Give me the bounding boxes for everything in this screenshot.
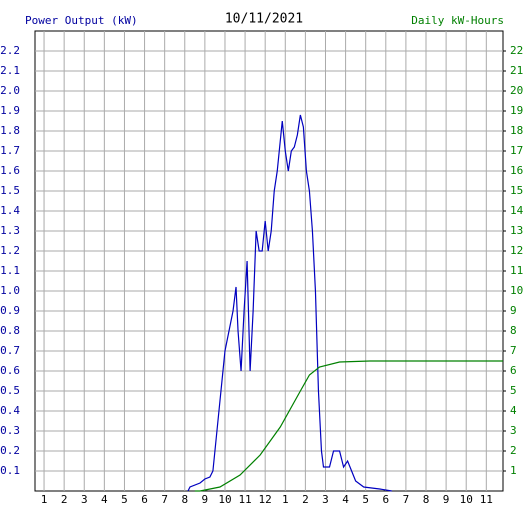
- y2-tick-label: 3: [510, 424, 517, 437]
- y2-tick-label: 5: [510, 384, 517, 397]
- y-tick-label: 1.0: [0, 284, 20, 297]
- y-tick-label: 1.2: [0, 244, 20, 257]
- y2-tick-label: 18: [510, 124, 523, 137]
- y2-tick-label: 15: [510, 184, 523, 197]
- y-tick-label: 2.0: [0, 84, 20, 97]
- y-tick-label: 0.8: [0, 324, 20, 337]
- y-tick-label: 0.4: [0, 404, 20, 417]
- chart-title: 10/11/2021: [225, 12, 303, 27]
- y-tick-label: 1.1: [0, 264, 20, 277]
- x-tick-label: 8: [181, 493, 188, 506]
- y2-axis-label: Daily kW-Hours: [411, 14, 504, 27]
- y-axis-label: Power Output (kW): [25, 14, 138, 27]
- y-tick-label: 0.9: [0, 304, 20, 317]
- x-tick-label: 9: [202, 493, 209, 506]
- x-tick-label: 6: [382, 493, 389, 506]
- y-tick-label: 1.6: [0, 164, 20, 177]
- plot-frame: [34, 30, 504, 492]
- x-tick-label: 11: [238, 493, 251, 506]
- y-tick-label: 0.7: [0, 344, 20, 357]
- y-tick-label: 1.8: [0, 124, 20, 137]
- y2-tick-label: 22: [510, 44, 523, 57]
- x-tick-label: 12: [259, 493, 272, 506]
- y2-tick-label: 19: [510, 104, 523, 117]
- x-tick-label: 1: [41, 493, 48, 506]
- x-tick-label: 1: [282, 493, 289, 506]
- y-tick-label: 0.3: [0, 424, 20, 437]
- x-tick-label: 2: [302, 493, 309, 506]
- y2-tick-label: 20: [510, 84, 523, 97]
- y2-tick-label: 16: [510, 164, 523, 177]
- x-tick-label: 4: [101, 493, 108, 506]
- y2-tick-label: 13: [510, 224, 523, 237]
- y2-tick-label: 14: [510, 204, 524, 217]
- series-line: [194, 360, 503, 492]
- x-tick-label: 8: [423, 493, 430, 506]
- y-tick-label: 2.1: [0, 64, 20, 77]
- x-tick-label: 2: [61, 493, 68, 506]
- y2-tick-label: 12: [510, 244, 523, 257]
- x-tick-label: 10: [460, 493, 473, 506]
- x-tick-label: 9: [443, 493, 450, 506]
- x-tick-label: 5: [121, 493, 128, 506]
- y-tick-label: 0.6: [0, 364, 20, 377]
- x-tick-label: 11: [480, 493, 493, 506]
- y-tick-label: 1.4: [0, 204, 20, 217]
- y2-tick-label: 8: [510, 324, 517, 337]
- y-tick-label: 1.5: [0, 184, 20, 197]
- x-tick-label: 3: [322, 493, 329, 506]
- series-line: [187, 114, 392, 492]
- x-tick-label: 7: [161, 493, 168, 506]
- y-tick-label: 1.9: [0, 104, 20, 117]
- y2-tick-label: 11: [510, 264, 523, 277]
- y2-tick-label: 4: [510, 404, 517, 417]
- x-tick-label: 10: [218, 493, 231, 506]
- y2-tick-label: 7: [510, 344, 517, 357]
- y-tick-label: 1.3: [0, 224, 20, 237]
- y2-tick-label: 1: [510, 464, 517, 477]
- x-tick-label: 6: [141, 493, 148, 506]
- y2-tick-label: 2: [510, 444, 517, 457]
- x-tick-label: 3: [81, 493, 88, 506]
- x-tick-label: 4: [342, 493, 349, 506]
- x-tick-label: 5: [362, 493, 369, 506]
- y-tick-label: 0.1: [0, 464, 20, 477]
- x-tick-label: 7: [403, 493, 410, 506]
- y-tick-label: 2.2: [0, 44, 20, 57]
- y2-tick-label: 21: [510, 64, 523, 77]
- y2-tick-label: 9: [510, 304, 517, 317]
- y-tick-label: 1.7: [0, 144, 20, 157]
- y2-tick-label: 17: [510, 144, 523, 157]
- y-tick-label: 0.5: [0, 384, 20, 397]
- y2-tick-label: 6: [510, 364, 517, 377]
- y-tick-label: 0.2: [0, 444, 20, 457]
- y2-tick-label: 10: [510, 284, 523, 297]
